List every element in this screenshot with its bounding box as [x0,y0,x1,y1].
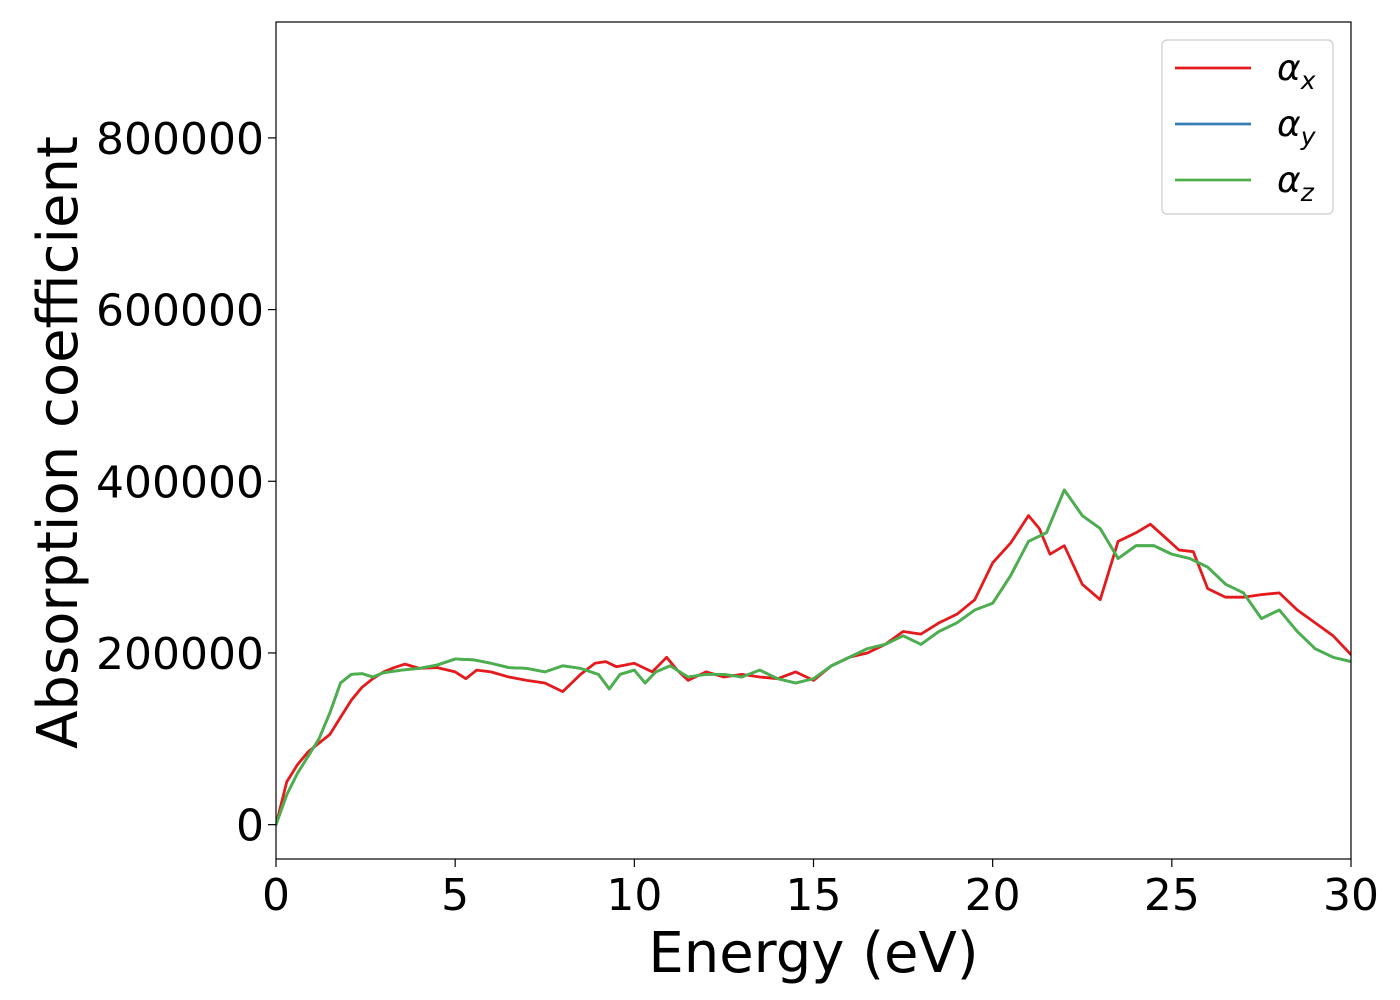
legend-label: αx [1277,48,1316,95]
legend-item-z: αz [1175,160,1315,207]
plot-area [275,21,1352,860]
x-tick-label: 25 [1144,870,1200,921]
x-axis: 0 5 10 15 20 25 30 [262,859,1379,921]
legend-item-x: αx [1175,48,1316,95]
y-axis: 0 200000 400000 600000 800000 [96,114,276,852]
y-tick-label: 200000 [96,629,264,680]
x-tick-label: 30 [1323,870,1379,921]
series-layer [276,488,1351,827]
x-tick-label: 10 [606,870,662,921]
y-axis-label: Absorption coefficient [26,136,91,749]
y-tick-label: 800000 [96,114,264,165]
x-tick-label: 0 [262,870,290,921]
x-axis-label: Energy (eV) [648,921,978,986]
legend-box [1161,39,1334,215]
y-tick-label: 600000 [96,286,264,337]
y-tick-label: 400000 [96,457,264,508]
series-line-z [276,488,1351,827]
x-tick-label: 20 [965,870,1021,921]
x-tick-label: 5 [441,870,469,921]
legend-item-y: αy [1175,104,1317,151]
legend: αx αy αz [1161,39,1334,215]
series-line-x [276,514,1351,827]
y-tick-label: 0 [236,801,264,852]
legend-label: αy [1277,104,1317,151]
x-tick-label: 15 [786,870,842,921]
legend-label: αz [1277,160,1315,207]
